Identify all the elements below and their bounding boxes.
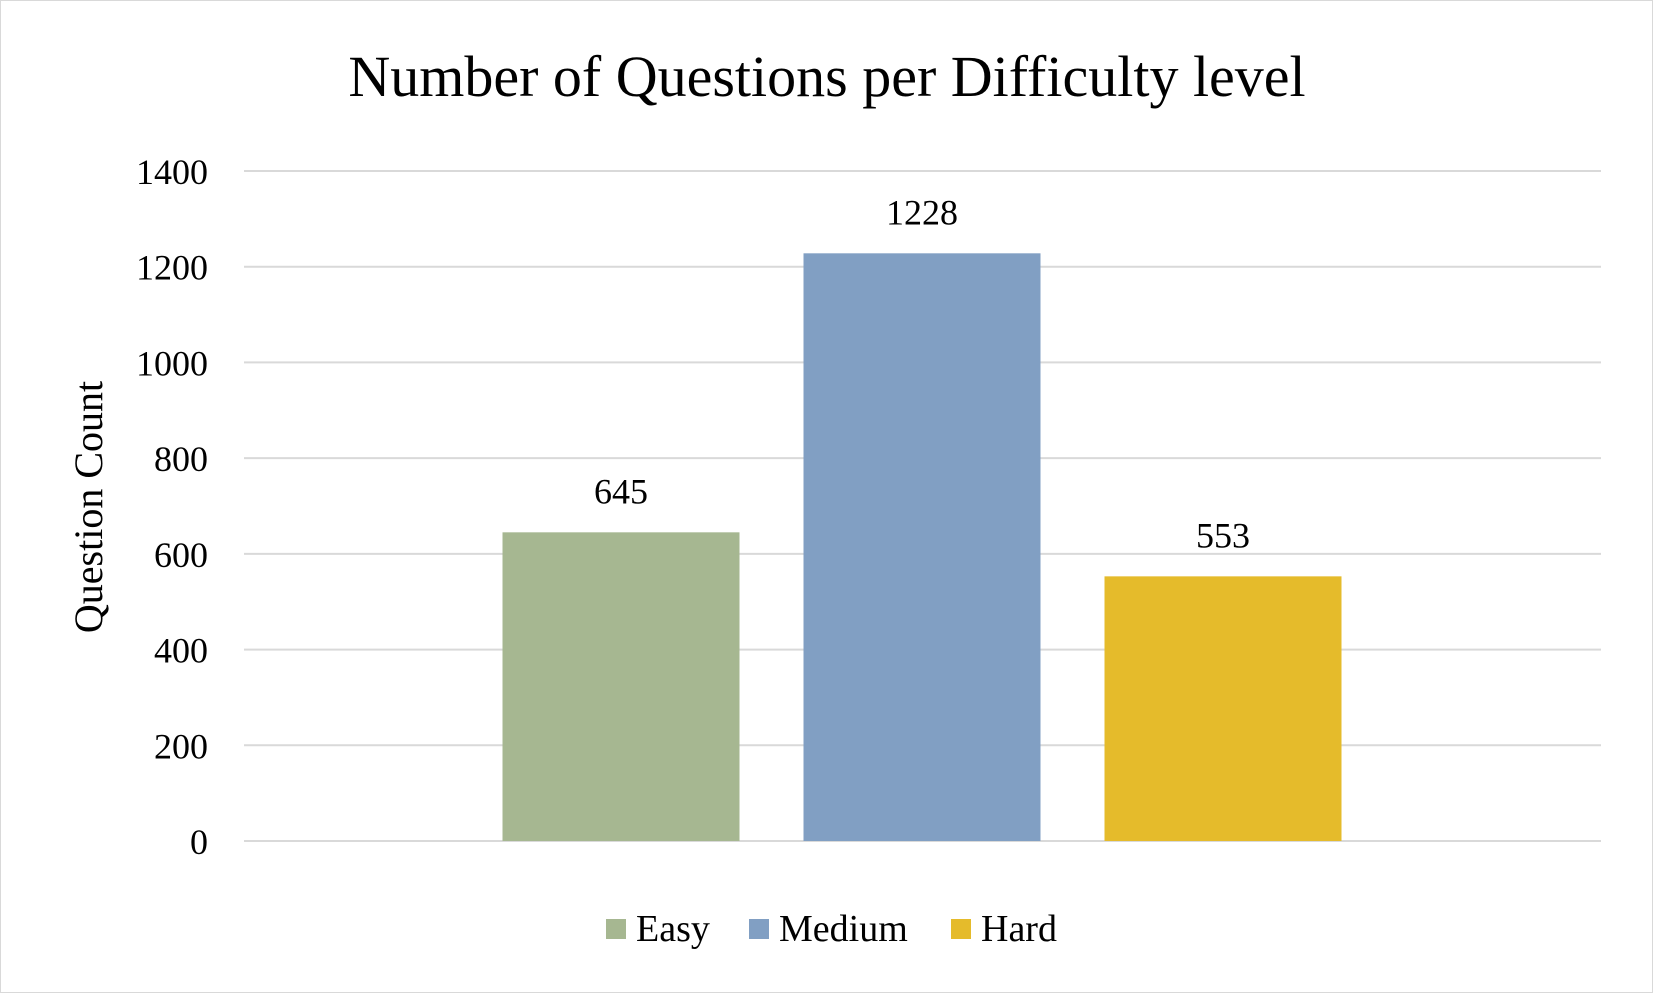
- legend-swatch-hard: [951, 919, 971, 939]
- bar-medium: [803, 253, 1041, 842]
- y-axis-tick-labels: 0 200 400 600 800 1000 1200 1400: [136, 152, 208, 862]
- legend-swatch-easy: [606, 919, 626, 939]
- y-tick-label: 200: [154, 726, 208, 766]
- legend-swatch-medium: [749, 919, 769, 939]
- bar-hard: [1104, 576, 1342, 841]
- data-label-hard: 553: [1196, 515, 1250, 555]
- y-tick-label: 400: [154, 631, 208, 671]
- y-tick-label: 800: [154, 439, 208, 479]
- legend-label-easy: Easy: [636, 908, 710, 950]
- chart-title: Number of Questions per Difficulty level: [348, 44, 1305, 109]
- legend-label-hard: Hard: [981, 908, 1057, 950]
- y-tick-label: 0: [190, 822, 208, 862]
- data-label-medium: 1228: [886, 192, 958, 232]
- bars: [502, 253, 1342, 842]
- y-axis-title: Question Count: [66, 381, 111, 633]
- y-tick-label: 1400: [136, 152, 208, 192]
- data-label-easy: 645: [594, 471, 648, 511]
- legend: Easy Medium Hard: [606, 908, 1057, 950]
- legend-label-medium: Medium: [779, 908, 908, 950]
- y-tick-label: 600: [154, 535, 208, 575]
- y-tick-label: 1000: [136, 343, 208, 383]
- bar-easy: [502, 532, 740, 841]
- y-tick-label: 1200: [136, 248, 208, 288]
- data-labels: 645 1228 553: [594, 192, 1250, 555]
